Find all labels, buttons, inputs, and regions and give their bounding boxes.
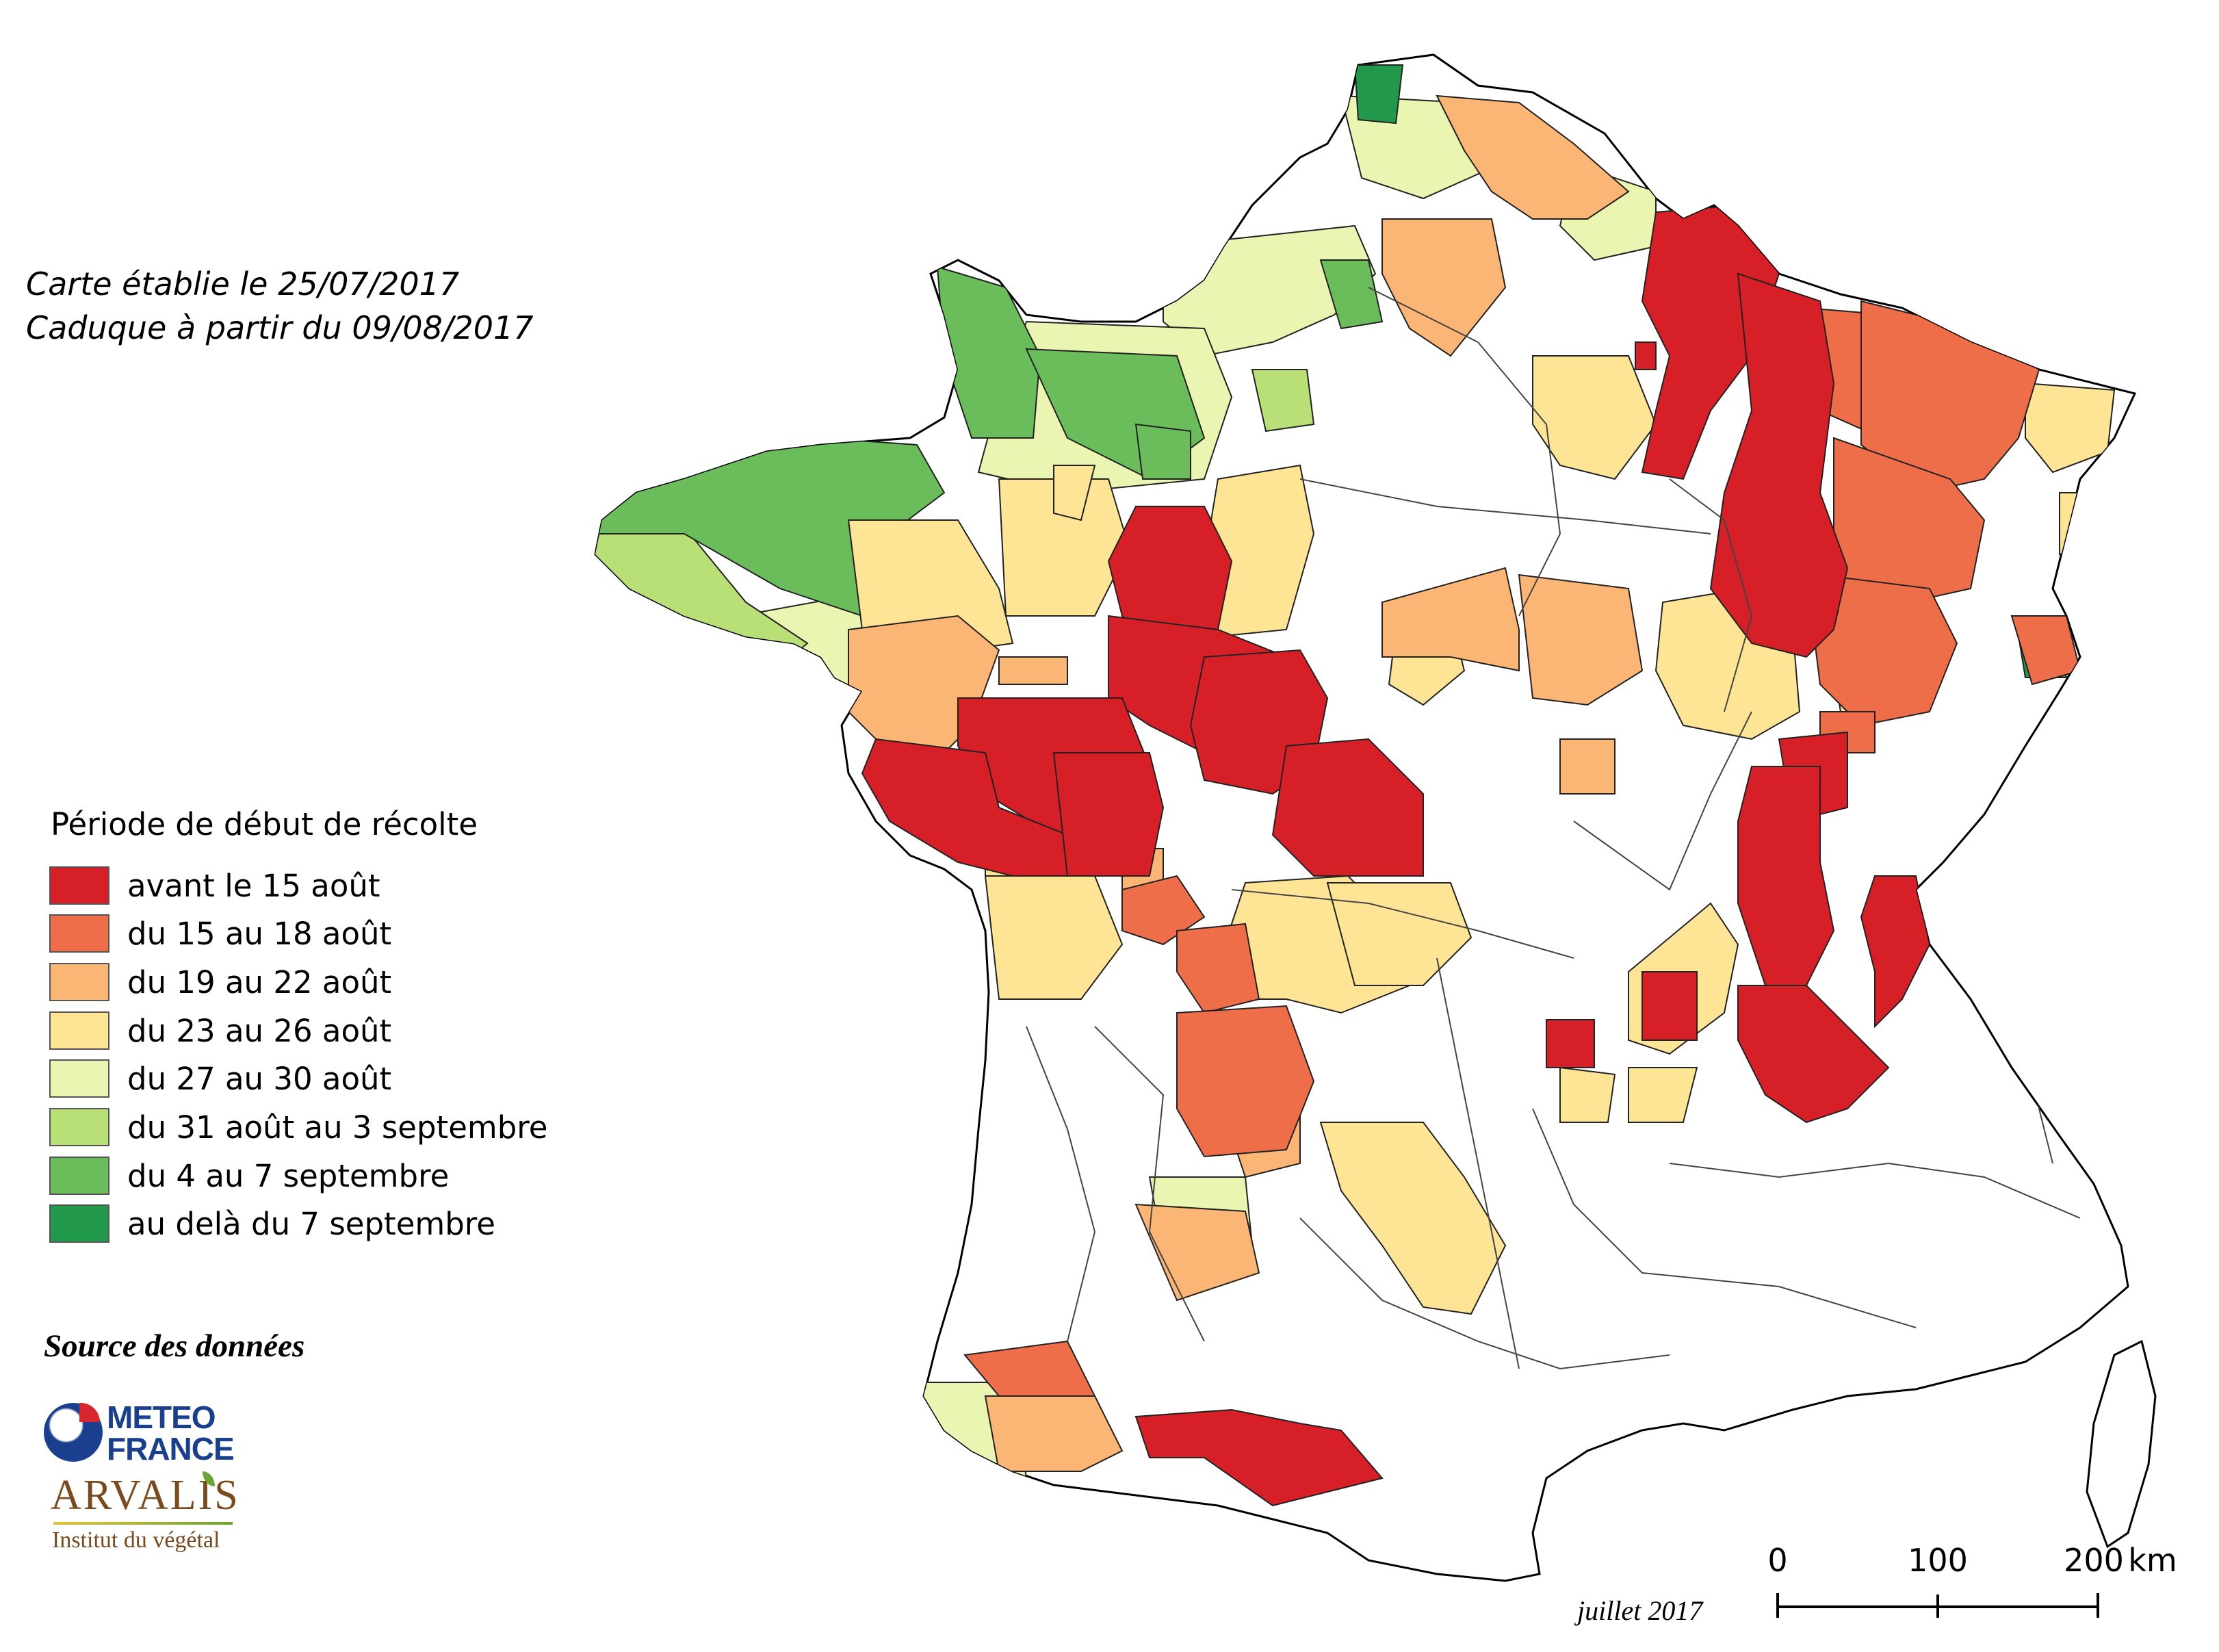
department-boundary (1436, 957, 1520, 1369)
region-15-18-aout (963, 1340, 1096, 1397)
legend-swatch (49, 1059, 109, 1098)
department-boundary (1669, 1162, 2081, 1219)
region-31-aout-3-sept (1251, 369, 1315, 433)
legend-swatch (49, 1011, 109, 1050)
region-23-26-aout (1326, 882, 1472, 986)
region-23-26-aout (1559, 1066, 1616, 1123)
legend-swatch (49, 963, 109, 1001)
region-19-22-aout (1381, 218, 1507, 357)
legend-swatch (49, 914, 109, 953)
meteo-france-logo: METEO FRANCE (44, 1400, 249, 1464)
department-boundary (1299, 478, 1711, 534)
scale-unit: km (2128, 1542, 2177, 1579)
legend-label: au delà du 7 septembre (127, 1205, 495, 1242)
region-19-22-aout (998, 656, 1068, 685)
region-19-22-aout (1518, 573, 1644, 706)
department-boundary (1669, 478, 1753, 712)
arvalis-logo: ARVALIS Institut du végétal (44, 1471, 249, 1560)
region-avant-15-aout (1052, 752, 1165, 877)
legend-item: du 15 au 18 août (49, 914, 391, 953)
department-boundary (1368, 287, 1561, 617)
map-production-date: juillet 2017 (1577, 1595, 1703, 1626)
region-15-18-aout (1176, 1005, 1315, 1158)
legend-title: Période de début de récolte (51, 806, 478, 842)
region-avant-15-aout (1860, 875, 1931, 1029)
legend-label: du 23 au 26 août (127, 1012, 392, 1049)
meteo-logo-line2: FRANCE (107, 1431, 235, 1467)
legend-label: du 27 au 30 août (127, 1060, 392, 1097)
legend-swatch (49, 1204, 109, 1243)
legend-label: du 4 au 7 septembre (127, 1157, 450, 1194)
department-boundary (1094, 1026, 1205, 1342)
legend-item: au delà du 7 septembre (49, 1204, 495, 1243)
legend-swatch (49, 1108, 109, 1146)
region-avant-15-aout (1737, 985, 1890, 1124)
region-avant-15-aout (1546, 1019, 1595, 1068)
scale-label-100: 100 (1908, 1542, 1968, 1579)
department-boundary (1532, 1108, 1917, 1328)
region-avant-15-aout (1134, 1408, 1384, 1507)
source-title: Source des données (44, 1328, 305, 1364)
map-expiry-note: Caduque à partir du 09/08/2017 (26, 309, 534, 346)
region-23-26-aout (1319, 1122, 1507, 1315)
legend-item: du 19 au 22 août (49, 963, 391, 1001)
region-23-26-aout (1053, 465, 1096, 521)
meteo-logo-line1: METEO (107, 1399, 216, 1435)
legend-swatch (49, 866, 109, 905)
scale-label-0: 0 (1767, 1542, 1787, 1579)
region-19-22-aout (1134, 1203, 1260, 1302)
legend-swatch (49, 1157, 109, 1195)
legend-item: du 23 au 26 août (49, 1011, 391, 1050)
region-23-26-aout (2025, 382, 2116, 474)
region-19-22-aout (1559, 738, 1615, 795)
region-4-7-sept (1319, 259, 1384, 330)
legend-item: du 31 août au 3 septembre (49, 1108, 548, 1146)
region-15-18-aout (1176, 922, 1260, 1014)
legend-label: avant le 15 août (127, 867, 380, 904)
region-23-26-aout (2059, 492, 2095, 556)
arvalis-logo-tagline: Institut du végétal (52, 1527, 220, 1553)
legend-label: du 15 au 18 août (127, 915, 392, 952)
region-avant-15-aout (1709, 272, 1849, 658)
region-avant-15-aout (1641, 971, 1698, 1041)
region-23-26-aout (1532, 355, 1657, 480)
arvalis-divider (53, 1522, 233, 1525)
region-19-22-aout (1381, 567, 1520, 672)
legend-label: du 31 août au 3 septembre (127, 1109, 548, 1146)
map-date-note: Carte établie le 25/07/2017 (26, 266, 460, 302)
legend-item: du 27 au 30 août (49, 1059, 391, 1098)
region-4-7-sept (1134, 423, 1191, 480)
region-avant-15-aout (1271, 738, 1424, 877)
scale-bar (1776, 1593, 2099, 1618)
region-avant-15-aout (861, 738, 1082, 877)
legend-item: du 4 au 7 septembre (49, 1157, 449, 1195)
scale-label-200: 200 (2064, 1542, 2124, 1579)
region-au-dela-7-sept (1353, 64, 1404, 125)
region-avant-15-aout (1635, 341, 1657, 370)
corsica-outline (2086, 1339, 2157, 1549)
department-boundary (1573, 711, 1752, 891)
region-19-22-aout (1436, 94, 1630, 220)
region-23-26-aout (1628, 1067, 1698, 1123)
department-boundary (1026, 1026, 1096, 1342)
legend-item: avant le 15 août (49, 866, 380, 905)
department-boundary (1231, 889, 1574, 959)
legend-label: du 19 au 22 août (127, 964, 392, 1001)
department-boundary (1299, 1217, 1670, 1370)
